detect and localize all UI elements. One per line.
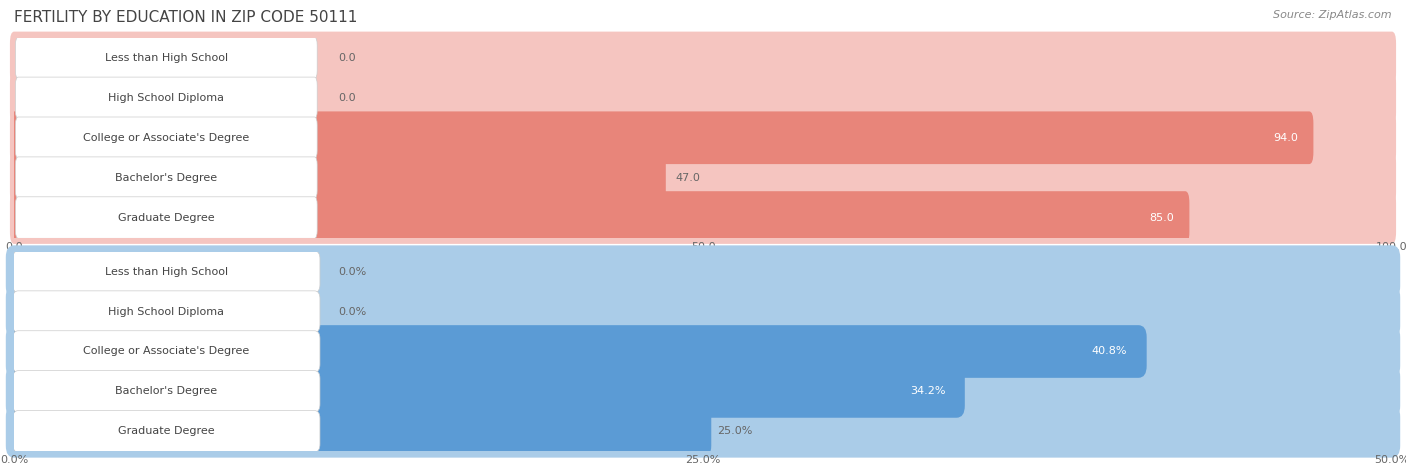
Text: 0.0%: 0.0% <box>337 266 366 277</box>
FancyBboxPatch shape <box>10 152 666 204</box>
Text: College or Associate's Degree: College or Associate's Degree <box>83 346 249 357</box>
FancyBboxPatch shape <box>6 285 1400 338</box>
FancyBboxPatch shape <box>15 197 318 238</box>
FancyBboxPatch shape <box>6 325 1147 378</box>
FancyBboxPatch shape <box>13 251 321 293</box>
Text: 25.0%: 25.0% <box>717 426 752 437</box>
FancyBboxPatch shape <box>10 72 1396 124</box>
FancyBboxPatch shape <box>15 157 318 199</box>
Text: Source: ZipAtlas.com: Source: ZipAtlas.com <box>1274 10 1392 19</box>
FancyBboxPatch shape <box>13 370 321 412</box>
FancyBboxPatch shape <box>10 32 1396 84</box>
Text: Bachelor's Degree: Bachelor's Degree <box>115 386 218 397</box>
FancyBboxPatch shape <box>15 117 318 159</box>
Text: Less than High School: Less than High School <box>105 266 228 277</box>
FancyBboxPatch shape <box>6 405 711 457</box>
FancyBboxPatch shape <box>6 246 1400 298</box>
FancyBboxPatch shape <box>13 410 321 452</box>
Text: College or Associate's Degree: College or Associate's Degree <box>83 133 249 143</box>
FancyBboxPatch shape <box>10 191 1189 244</box>
Text: High School Diploma: High School Diploma <box>108 93 225 103</box>
Text: 47.0: 47.0 <box>675 172 700 183</box>
Text: Bachelor's Degree: Bachelor's Degree <box>115 172 218 183</box>
Text: 85.0: 85.0 <box>1150 212 1174 223</box>
Text: Graduate Degree: Graduate Degree <box>118 426 215 437</box>
FancyBboxPatch shape <box>6 325 1400 378</box>
Text: 34.2%: 34.2% <box>910 386 945 397</box>
Text: 94.0: 94.0 <box>1274 133 1298 143</box>
FancyBboxPatch shape <box>13 331 321 372</box>
Text: 0.0: 0.0 <box>337 93 356 103</box>
FancyBboxPatch shape <box>10 112 1396 164</box>
FancyBboxPatch shape <box>10 191 1396 244</box>
FancyBboxPatch shape <box>13 291 321 332</box>
Text: 40.8%: 40.8% <box>1092 346 1128 357</box>
Text: 0.0%: 0.0% <box>337 306 366 317</box>
FancyBboxPatch shape <box>6 405 1400 457</box>
FancyBboxPatch shape <box>6 365 1400 418</box>
FancyBboxPatch shape <box>6 365 965 418</box>
FancyBboxPatch shape <box>10 152 1396 204</box>
Text: Less than High School: Less than High School <box>105 53 228 63</box>
Text: High School Diploma: High School Diploma <box>108 306 225 317</box>
Text: Graduate Degree: Graduate Degree <box>118 212 215 223</box>
FancyBboxPatch shape <box>15 77 318 119</box>
FancyBboxPatch shape <box>10 112 1313 164</box>
FancyBboxPatch shape <box>15 37 318 79</box>
Text: FERTILITY BY EDUCATION IN ZIP CODE 50111: FERTILITY BY EDUCATION IN ZIP CODE 50111 <box>14 10 357 25</box>
Text: 0.0: 0.0 <box>337 53 356 63</box>
